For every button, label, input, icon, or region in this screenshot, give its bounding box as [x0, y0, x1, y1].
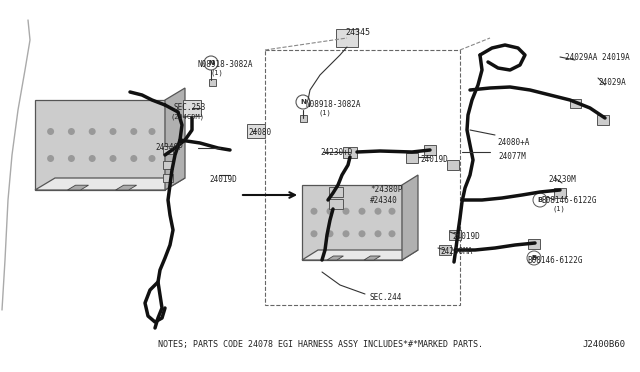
Text: N08918-3082A: N08918-3082A	[305, 100, 360, 109]
Text: J2400B60: J2400B60	[582, 340, 625, 349]
Polygon shape	[302, 250, 418, 260]
Text: B: B	[538, 197, 543, 203]
Text: 24029A: 24029A	[598, 78, 626, 87]
Text: B08146-6122G: B08146-6122G	[527, 256, 582, 265]
Text: *24380P: *24380P	[370, 185, 403, 194]
Circle shape	[131, 128, 138, 135]
Bar	[406, 153, 418, 163]
Text: N08918-3082A: N08918-3082A	[198, 60, 253, 69]
Text: (1): (1)	[318, 110, 331, 116]
Circle shape	[388, 230, 396, 237]
Circle shape	[148, 155, 156, 162]
Bar	[528, 239, 540, 249]
Polygon shape	[35, 178, 185, 190]
Circle shape	[310, 208, 317, 215]
Polygon shape	[116, 185, 136, 190]
Circle shape	[342, 230, 349, 237]
Text: 24345: 24345	[345, 28, 370, 37]
Text: #24340: #24340	[370, 196, 397, 205]
Bar	[597, 115, 609, 125]
Bar	[570, 99, 581, 108]
Circle shape	[47, 155, 54, 162]
Bar	[329, 199, 343, 209]
Text: N: N	[208, 60, 214, 66]
Polygon shape	[165, 88, 185, 190]
Circle shape	[342, 208, 349, 215]
Text: 24340P: 24340P	[155, 143, 183, 152]
Circle shape	[131, 155, 138, 162]
Text: 24230+D: 24230+D	[320, 148, 353, 157]
Text: (1): (1)	[553, 206, 566, 212]
Bar	[183, 100, 201, 116]
Bar	[439, 245, 451, 255]
Circle shape	[374, 230, 381, 237]
Circle shape	[388, 208, 396, 215]
Text: N: N	[300, 99, 306, 105]
Circle shape	[358, 230, 365, 237]
Bar	[163, 146, 173, 154]
Circle shape	[68, 128, 75, 135]
Text: 24230M: 24230M	[548, 175, 576, 184]
Polygon shape	[67, 185, 88, 190]
Circle shape	[326, 208, 333, 215]
Text: 24019D: 24019D	[209, 175, 237, 184]
Text: 24077M: 24077M	[498, 152, 525, 161]
Bar	[265, 50, 460, 305]
Text: SEC.244: SEC.244	[370, 293, 403, 302]
Bar	[336, 29, 358, 47]
Text: SEC.253: SEC.253	[173, 103, 205, 112]
Bar	[300, 115, 307, 122]
Polygon shape	[364, 256, 380, 260]
Polygon shape	[35, 100, 165, 190]
Text: 24019D: 24019D	[452, 232, 480, 241]
Polygon shape	[327, 256, 344, 260]
Bar	[447, 160, 459, 170]
Text: 24029AA 24019A: 24029AA 24019A	[565, 53, 630, 62]
Text: 24230MA: 24230MA	[440, 247, 472, 256]
Circle shape	[148, 128, 156, 135]
Bar	[424, 145, 436, 155]
Text: 24019D: 24019D	[420, 155, 448, 164]
Circle shape	[310, 230, 317, 237]
Text: B08146-6122G: B08146-6122G	[541, 196, 596, 205]
Text: B: B	[531, 255, 536, 261]
Bar	[247, 124, 265, 138]
Circle shape	[109, 128, 116, 135]
Polygon shape	[302, 185, 402, 260]
Text: 24080: 24080	[248, 128, 271, 137]
Circle shape	[374, 208, 381, 215]
Bar	[343, 147, 357, 158]
Bar	[449, 230, 461, 240]
Circle shape	[358, 208, 365, 215]
Bar	[163, 161, 173, 169]
Text: (1): (1)	[210, 70, 223, 77]
Bar	[163, 174, 173, 182]
Circle shape	[47, 128, 54, 135]
Circle shape	[89, 128, 96, 135]
Text: 24080+A: 24080+A	[497, 138, 529, 147]
Bar	[209, 79, 216, 86]
Circle shape	[68, 155, 75, 162]
Bar	[554, 188, 566, 198]
Circle shape	[89, 155, 96, 162]
Polygon shape	[402, 175, 418, 260]
Text: NOTES; PARTS CODE 24078 EGI HARNESS ASSY INCLUDES*#*MARKED PARTS.: NOTES; PARTS CODE 24078 EGI HARNESS ASSY…	[157, 340, 483, 349]
Circle shape	[109, 155, 116, 162]
Circle shape	[326, 230, 333, 237]
Bar	[329, 187, 343, 197]
Text: (294GDM): (294GDM)	[170, 114, 204, 121]
